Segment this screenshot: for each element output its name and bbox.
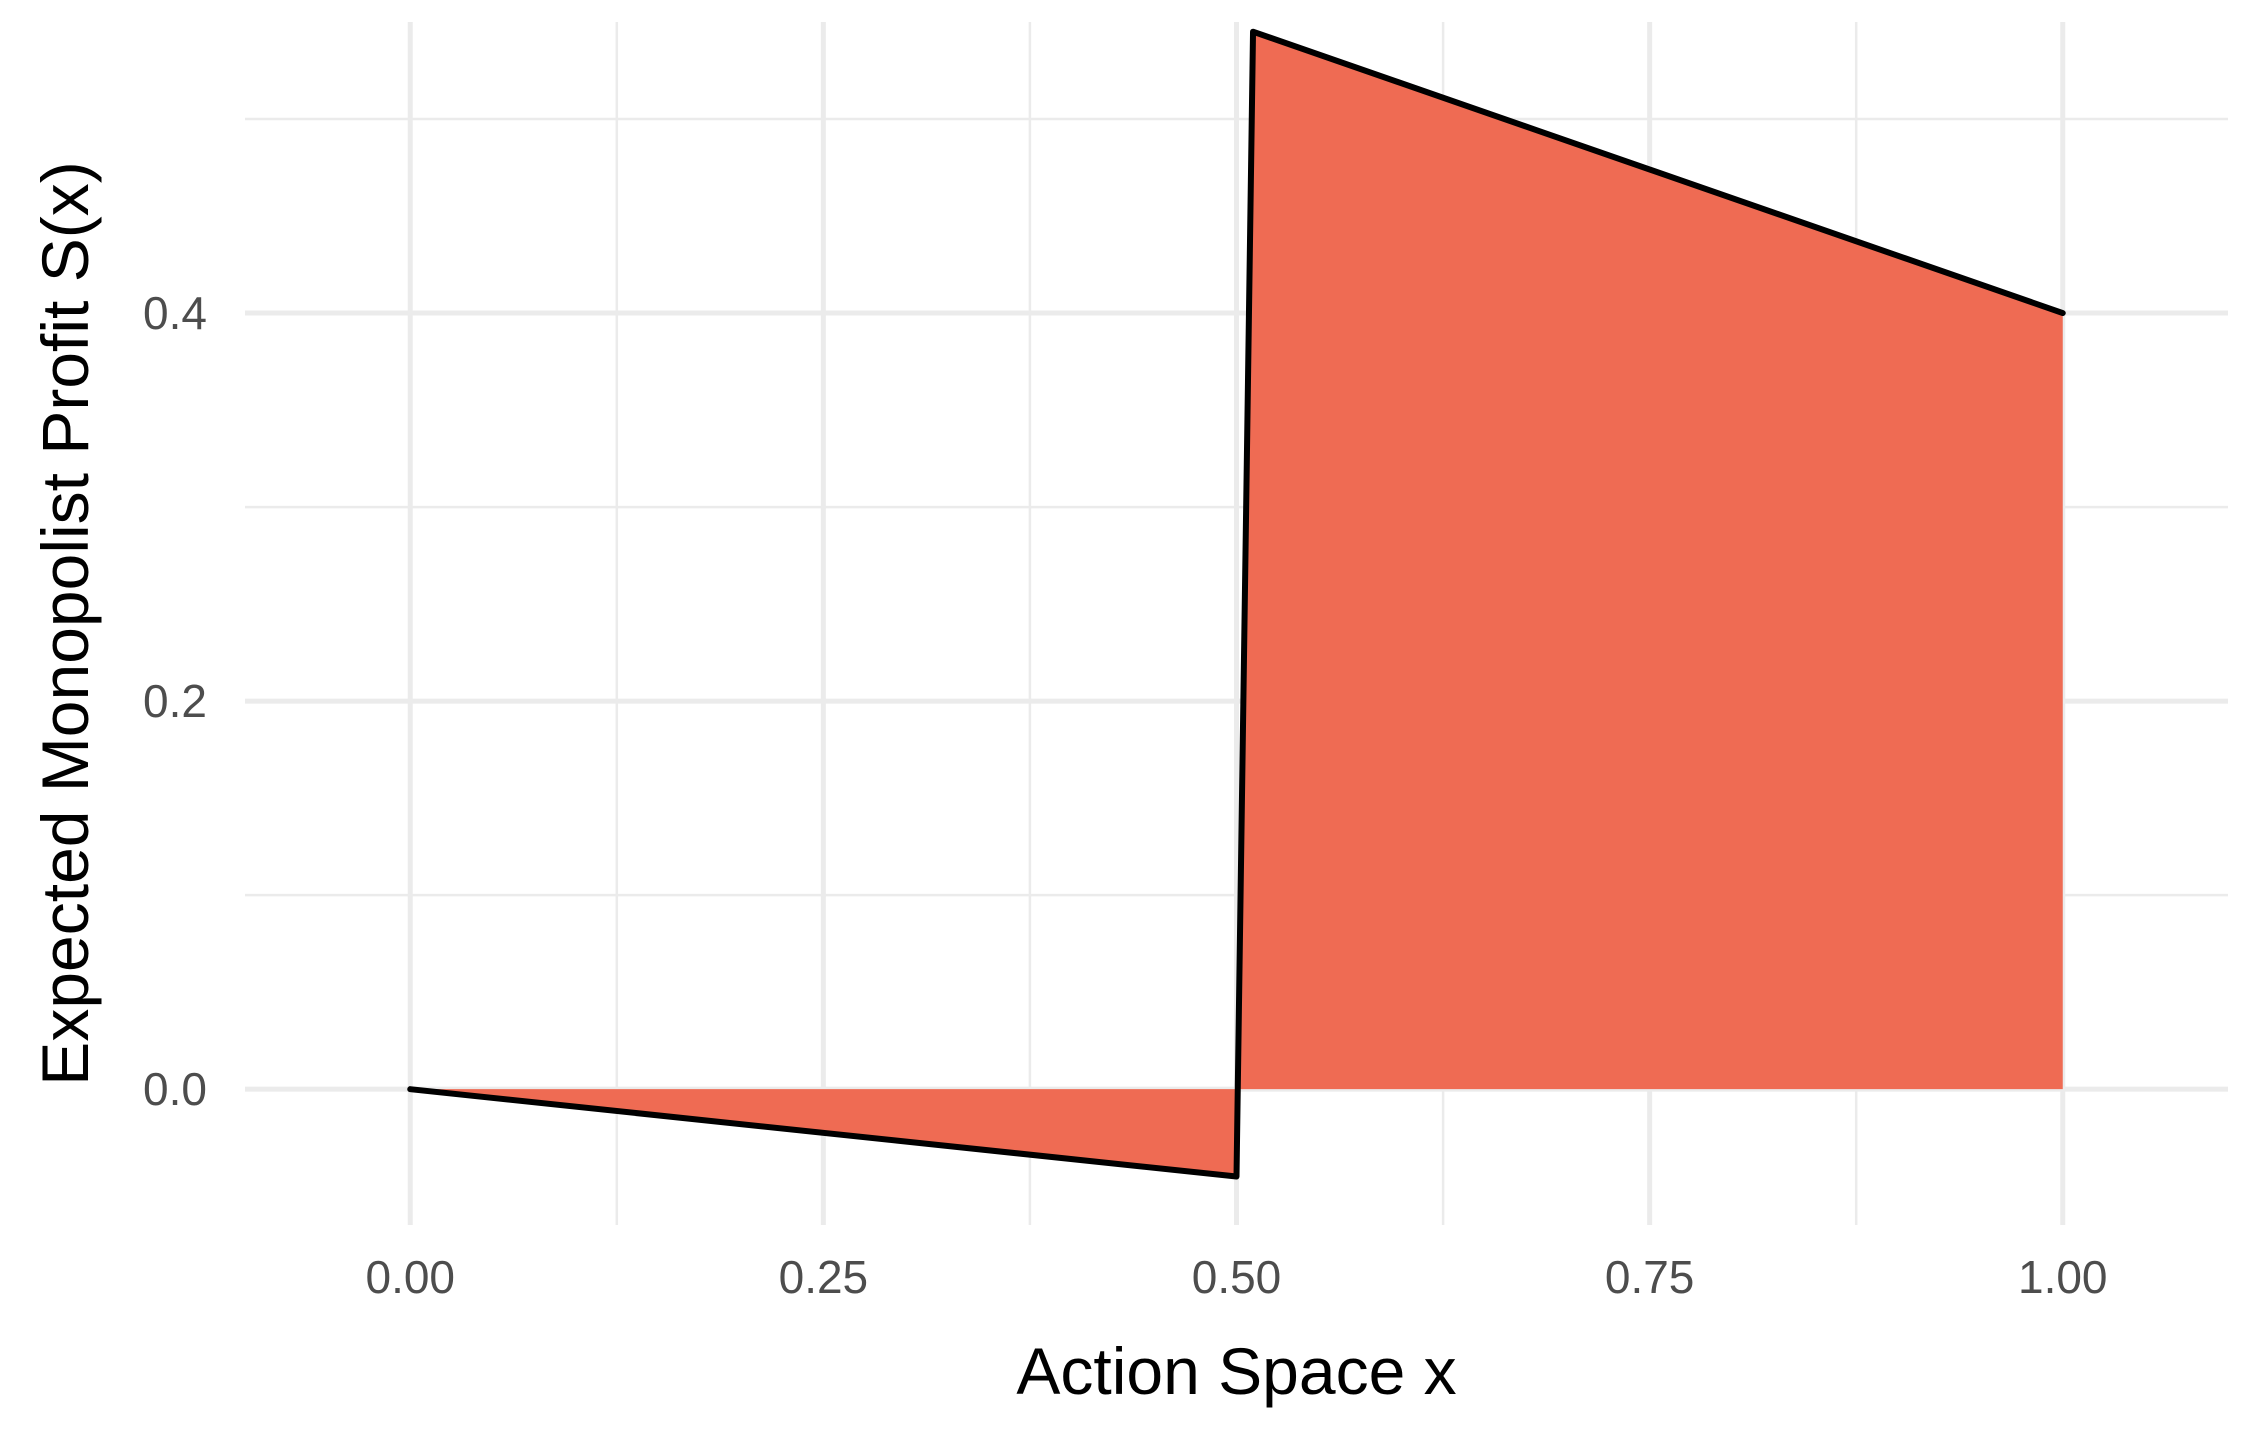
- y-axis-title: Expected Monopolist Profit S(x): [28, 161, 102, 1085]
- x-tick-label-4: 1.00: [2018, 1251, 2108, 1303]
- x-tick-labels: 0.00 0.25 0.50 0.75 1.00: [365, 1251, 2107, 1303]
- area-fill-0: [410, 31, 2063, 1177]
- y-tick-label-0: 0.0: [143, 1063, 207, 1115]
- y-tick-label-2: 0.4: [143, 287, 207, 339]
- x-tick-label-0: 0.00: [365, 1251, 455, 1303]
- x-tick-label-3: 0.75: [1605, 1251, 1695, 1303]
- y-tick-labels: 0.0 0.2 0.4: [143, 287, 207, 1115]
- x-tick-label-2: 0.50: [1192, 1251, 1282, 1303]
- series-lines: [407, 28, 2066, 1180]
- x-tick-label-1: 0.25: [779, 1251, 869, 1303]
- series-line-0: [407, 28, 2066, 1180]
- x-axis-title: Action Space x: [1016, 1334, 1456, 1408]
- area-fills: [410, 31, 2063, 1177]
- y-tick-label-1: 0.2: [143, 675, 207, 727]
